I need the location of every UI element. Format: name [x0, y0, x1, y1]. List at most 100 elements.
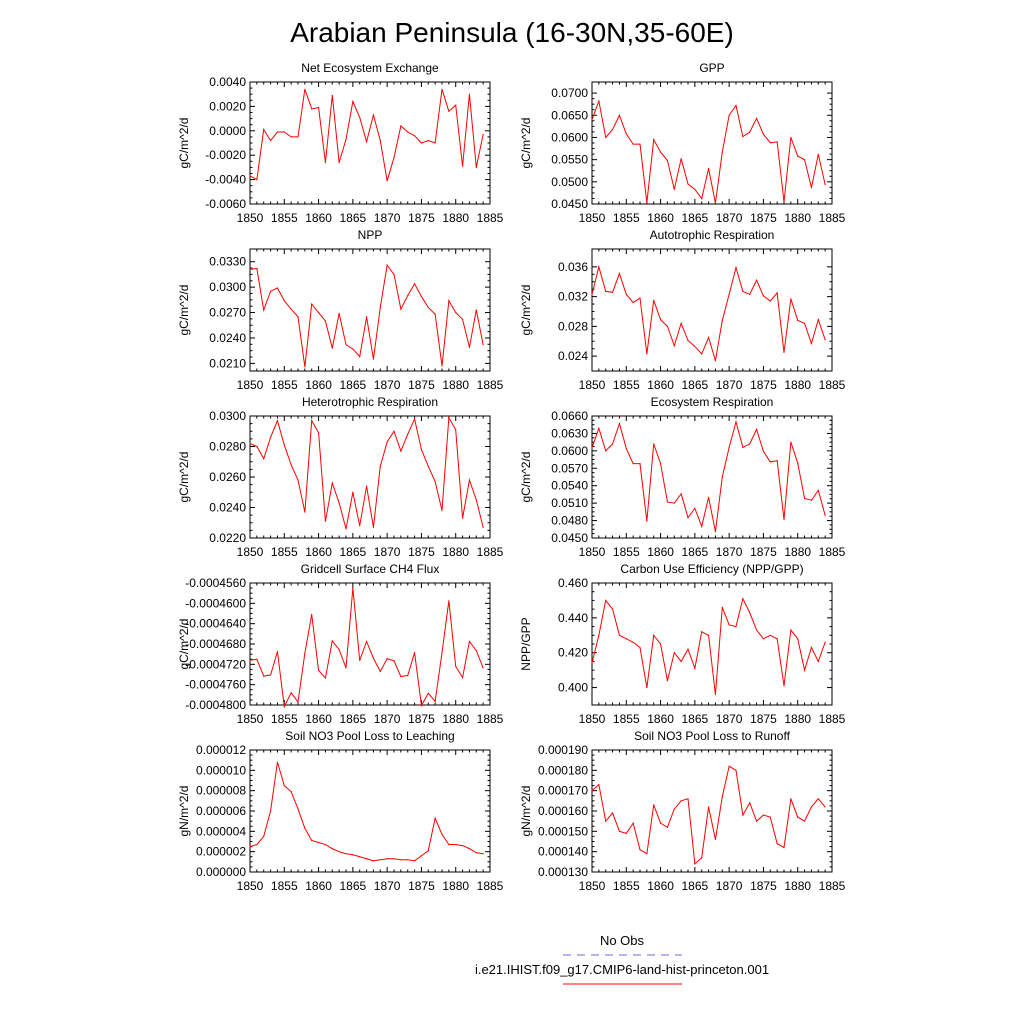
data-point: [324, 320, 327, 322]
data-point: [283, 784, 285, 787]
x-tick-label: 1860: [647, 545, 674, 559]
data-point: [420, 295, 423, 298]
data-point: [304, 88, 306, 90]
y-tick-label: 0.000002: [196, 845, 246, 859]
x-tick-label: 1855: [271, 545, 298, 559]
data-point: [352, 348, 354, 350]
y-tick-label: -0.0004560: [185, 576, 246, 590]
panel-title: Heterotrophic Respiration: [302, 395, 438, 409]
y-tick-label: -0.0004600: [185, 596, 246, 610]
y-tick-label: 0.0630: [551, 426, 588, 440]
x-tick-label: 1885: [819, 378, 846, 392]
data-point: [269, 810, 272, 812]
x-tick-label: 1885: [819, 712, 846, 726]
data-point: [824, 806, 826, 808]
data-point: [701, 525, 703, 527]
y-tick-label: 0.024: [558, 349, 588, 363]
data-point: [441, 652, 443, 654]
x-tick-label: 1870: [716, 879, 743, 893]
y-tick-label: 0.0280: [209, 440, 246, 454]
data-point: [694, 507, 696, 509]
x-tick-label: 1875: [750, 712, 777, 726]
panel-gridcell-surface-ch4-flux: Gridcell Surface CH4 Flux -0.0004560 -0.00…: [177, 562, 504, 726]
x-tick-label: 1855: [613, 545, 640, 559]
data-point: [407, 674, 409, 677]
plot-frame: [249, 248, 491, 372]
data-point: [311, 108, 313, 110]
x-tick-label: 1860: [647, 211, 674, 225]
y-tick-label: 0.000130: [538, 865, 588, 879]
y-tick-label: 0.0240: [209, 331, 246, 345]
data-point: [269, 674, 272, 676]
y-tick-label: 0.0220: [209, 531, 246, 545]
data-point: [365, 141, 368, 143]
panel-autotrophic-respiration: Autotrophic Respiration 0.036 0.032 0.028 0.…: [519, 228, 846, 392]
data-point: [482, 344, 484, 346]
data-point: [742, 446, 744, 448]
y-tick-label: -0.0004720: [185, 657, 246, 671]
data-point: [742, 290, 744, 292]
y-tick-label: 0.0700: [551, 86, 588, 100]
y-axis-label: gC/m^2/d: [177, 118, 191, 169]
y-axis-label: gC/m^2/d: [519, 452, 533, 503]
data-point: [331, 848, 333, 850]
data-point: [482, 853, 484, 855]
data-point: [311, 839, 313, 842]
data-point: [632, 463, 634, 465]
data-point: [680, 660, 682, 663]
data-point: [707, 806, 710, 808]
data-point: [249, 845, 251, 848]
data-point: [441, 88, 443, 90]
data-point: [359, 356, 361, 358]
data-point: [393, 157, 395, 159]
data-point: [304, 511, 306, 513]
data-point: [707, 496, 710, 498]
data-point: [338, 648, 340, 651]
y-tick-label: 0.0270: [209, 306, 246, 320]
data-point: [345, 138, 347, 140]
data-point: [455, 429, 457, 431]
x-tick-label: 1855: [271, 712, 298, 726]
data-point: [762, 450, 765, 453]
y-tick-label: 0.0210: [209, 356, 246, 370]
y-tick-label: -0.0020: [205, 148, 246, 162]
data-point: [701, 857, 703, 859]
x-tick-label: 1885: [477, 545, 504, 559]
data-point: [475, 852, 477, 854]
data-point: [707, 167, 710, 170]
data-point: [666, 501, 669, 503]
data-point: [283, 444, 285, 446]
x-tick-label: 1855: [613, 712, 640, 726]
x-tick-label: 1870: [374, 378, 401, 392]
data-point: [407, 295, 409, 297]
data-point: [345, 528, 347, 530]
data-point: [646, 202, 648, 204]
data-point: [359, 525, 361, 527]
y-tick-label: 0.000170: [538, 784, 588, 798]
data-point: [680, 322, 682, 324]
data-point: [611, 128, 614, 131]
x-tick-label: 1850: [579, 879, 606, 893]
data-point: [379, 306, 381, 309]
data-point: [345, 667, 347, 669]
data-point: [317, 107, 320, 109]
data-point: [611, 812, 614, 814]
data-point: [359, 659, 361, 661]
data-point: [639, 849, 641, 851]
data-point: [749, 443, 751, 445]
data-points: [249, 416, 484, 530]
panel-title: Soil NO3 Pool Loss to Runoff: [634, 729, 791, 743]
data-point: [762, 814, 765, 816]
data-point: [324, 843, 327, 846]
data-point: [776, 842, 778, 845]
data-point: [783, 351, 785, 353]
data-point: [783, 201, 785, 203]
data-points: [591, 598, 826, 696]
data-point: [263, 128, 265, 131]
data-point: [297, 701, 299, 703]
data-point: [598, 266, 600, 268]
data-point: [290, 308, 292, 310]
data-point: [673, 345, 675, 347]
data-point: [721, 796, 723, 798]
x-tick-label: 1885: [477, 879, 504, 893]
